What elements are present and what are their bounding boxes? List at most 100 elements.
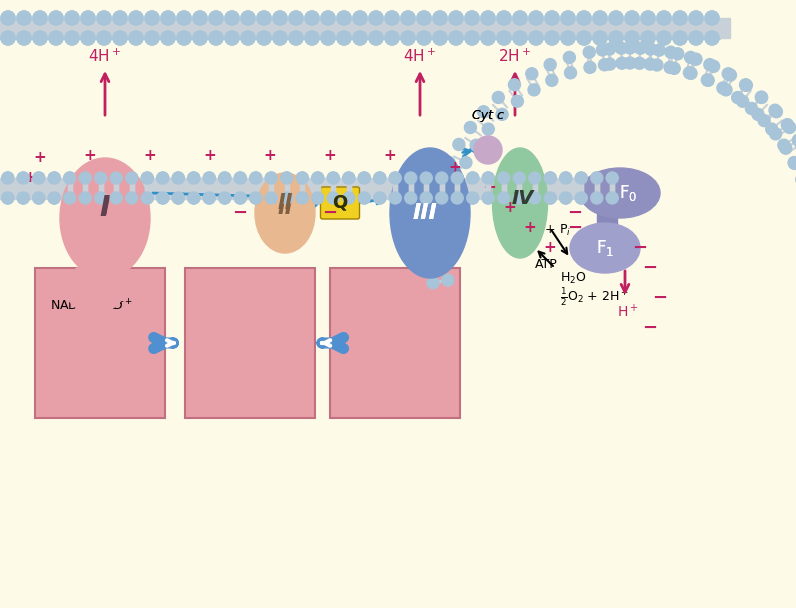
- Circle shape: [312, 172, 324, 184]
- Bar: [438, 17, 442, 31]
- Circle shape: [593, 11, 607, 25]
- Bar: [470, 178, 474, 192]
- Circle shape: [250, 192, 262, 204]
- Bar: [454, 17, 458, 31]
- Bar: [53, 184, 57, 198]
- Bar: [246, 17, 250, 31]
- Circle shape: [111, 172, 123, 184]
- Bar: [331, 178, 335, 192]
- Bar: [582, 25, 586, 39]
- Circle shape: [353, 31, 367, 45]
- Bar: [534, 25, 538, 39]
- Bar: [238, 184, 242, 198]
- Bar: [486, 178, 490, 192]
- Bar: [439, 184, 443, 198]
- Circle shape: [161, 11, 175, 25]
- Text: +: +: [384, 148, 396, 162]
- Circle shape: [497, 31, 511, 45]
- Text: +: +: [524, 221, 537, 235]
- Circle shape: [451, 172, 463, 184]
- Circle shape: [685, 52, 696, 63]
- Circle shape: [209, 11, 223, 25]
- Text: H$^+$: H$^+$: [617, 303, 638, 320]
- Bar: [198, 25, 202, 39]
- Bar: [611, 184, 615, 198]
- Bar: [254, 184, 258, 198]
- Circle shape: [673, 31, 687, 45]
- Circle shape: [404, 192, 417, 204]
- Circle shape: [513, 172, 525, 184]
- Circle shape: [544, 58, 556, 71]
- Text: I: I: [100, 196, 110, 220]
- Bar: [223, 178, 227, 192]
- Circle shape: [795, 139, 796, 150]
- Circle shape: [564, 52, 576, 63]
- Bar: [38, 25, 42, 39]
- Circle shape: [470, 139, 482, 151]
- Bar: [176, 184, 180, 198]
- Bar: [38, 17, 42, 31]
- Circle shape: [343, 192, 355, 204]
- Circle shape: [225, 31, 239, 45]
- Bar: [486, 25, 490, 39]
- Circle shape: [157, 172, 169, 184]
- Circle shape: [64, 192, 76, 204]
- Circle shape: [241, 11, 255, 25]
- Circle shape: [544, 172, 556, 184]
- Bar: [486, 184, 490, 198]
- Circle shape: [739, 79, 751, 91]
- Circle shape: [792, 134, 796, 146]
- Circle shape: [358, 172, 370, 184]
- Circle shape: [435, 176, 447, 187]
- Circle shape: [634, 57, 646, 69]
- Circle shape: [389, 172, 401, 184]
- Bar: [598, 25, 602, 39]
- Ellipse shape: [60, 158, 150, 278]
- Circle shape: [766, 123, 778, 135]
- Bar: [310, 17, 314, 31]
- Circle shape: [603, 43, 615, 55]
- Circle shape: [145, 31, 159, 45]
- Circle shape: [609, 11, 623, 25]
- Circle shape: [435, 192, 447, 204]
- Circle shape: [18, 192, 29, 204]
- Circle shape: [374, 172, 386, 184]
- Circle shape: [234, 192, 246, 204]
- Text: IV: IV: [512, 188, 534, 207]
- Bar: [630, 17, 634, 31]
- Bar: [0, 18, 720, 39]
- Circle shape: [49, 172, 60, 184]
- Bar: [316, 178, 320, 192]
- Bar: [595, 178, 599, 192]
- Circle shape: [241, 11, 255, 25]
- Text: −: −: [322, 204, 338, 222]
- Bar: [342, 25, 346, 39]
- Text: −: −: [633, 239, 648, 257]
- Circle shape: [281, 172, 293, 184]
- Circle shape: [177, 11, 191, 25]
- Bar: [198, 25, 202, 39]
- Ellipse shape: [580, 168, 660, 218]
- Bar: [278, 17, 282, 31]
- Circle shape: [668, 63, 681, 74]
- Circle shape: [482, 172, 494, 184]
- Bar: [134, 25, 138, 39]
- Bar: [99, 184, 103, 198]
- Bar: [115, 178, 119, 192]
- Bar: [86, 17, 90, 31]
- Circle shape: [430, 195, 442, 207]
- Circle shape: [481, 11, 495, 25]
- Circle shape: [129, 11, 143, 25]
- Bar: [598, 25, 602, 39]
- Circle shape: [544, 192, 556, 204]
- Bar: [502, 25, 506, 39]
- Circle shape: [265, 192, 277, 204]
- Bar: [192, 184, 196, 198]
- Bar: [254, 184, 258, 198]
- Circle shape: [65, 11, 79, 25]
- Circle shape: [49, 31, 63, 45]
- Text: +: +: [324, 148, 337, 162]
- Circle shape: [257, 11, 271, 25]
- Circle shape: [33, 31, 47, 45]
- Circle shape: [625, 31, 639, 45]
